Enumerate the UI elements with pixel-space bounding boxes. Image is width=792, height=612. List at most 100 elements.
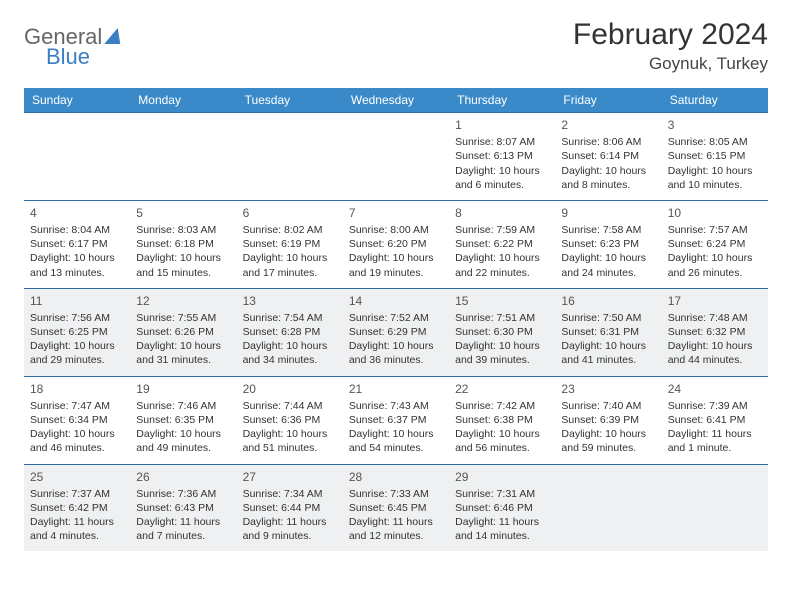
sunrise-text: Sunrise: 7:44 AM [243,399,337,413]
day-number: 14 [349,293,443,309]
daylight-text: Daylight: 11 hours and 7 minutes. [136,515,230,543]
sunset-text: Sunset: 6:17 PM [30,237,124,251]
day-number: 29 [455,469,549,485]
sunset-text: Sunset: 6:26 PM [136,325,230,339]
daylight-text: Daylight: 10 hours and 54 minutes. [349,427,443,455]
day-cell-6: 6Sunrise: 8:02 AMSunset: 6:19 PMDaylight… [237,200,343,288]
day-cell-7: 7Sunrise: 8:00 AMSunset: 6:20 PMDaylight… [343,200,449,288]
day-cell-14: 14Sunrise: 7:52 AMSunset: 6:29 PMDayligh… [343,288,449,376]
daylight-text: Daylight: 10 hours and 41 minutes. [561,339,655,367]
day-number: 28 [349,469,443,485]
sunset-text: Sunset: 6:41 PM [668,413,762,427]
sunrise-text: Sunrise: 7:34 AM [243,487,337,501]
location-label: Goynuk, Turkey [573,54,768,74]
daylight-text: Daylight: 10 hours and 13 minutes. [30,251,124,279]
sunrise-text: Sunrise: 7:48 AM [668,311,762,325]
daylight-text: Daylight: 11 hours and 12 minutes. [349,515,443,543]
day-number: 9 [561,205,655,221]
day-number: 22 [455,381,549,397]
day-number: 23 [561,381,655,397]
sunrise-text: Sunrise: 7:56 AM [30,311,124,325]
daylight-text: Daylight: 10 hours and 26 minutes. [668,251,762,279]
dow-saturday: Saturday [662,88,768,113]
sunrise-text: Sunrise: 7:36 AM [136,487,230,501]
day-cell-12: 12Sunrise: 7:55 AMSunset: 6:26 PMDayligh… [130,288,236,376]
sunrise-text: Sunrise: 7:52 AM [349,311,443,325]
daylight-text: Daylight: 10 hours and 34 minutes. [243,339,337,367]
daylight-text: Daylight: 11 hours and 14 minutes. [455,515,549,543]
daylight-text: Daylight: 10 hours and 8 minutes. [561,164,655,192]
sunset-text: Sunset: 6:30 PM [455,325,549,339]
day-cell-21: 21Sunrise: 7:43 AMSunset: 6:37 PMDayligh… [343,376,449,464]
sunset-text: Sunset: 6:35 PM [136,413,230,427]
day-number: 19 [136,381,230,397]
day-cell-25: 25Sunrise: 7:37 AMSunset: 6:42 PMDayligh… [24,464,130,551]
sunrise-text: Sunrise: 7:39 AM [668,399,762,413]
daylight-text: Daylight: 10 hours and 29 minutes. [30,339,124,367]
sunrise-text: Sunrise: 7:42 AM [455,399,549,413]
sunrise-text: Sunrise: 8:05 AM [668,135,762,149]
sunrise-text: Sunrise: 8:02 AM [243,223,337,237]
sunset-text: Sunset: 6:19 PM [243,237,337,251]
dow-wednesday: Wednesday [343,88,449,113]
sunset-text: Sunset: 6:32 PM [668,325,762,339]
daylight-text: Daylight: 10 hours and 10 minutes. [668,164,762,192]
sunset-text: Sunset: 6:38 PM [455,413,549,427]
day-cell-2: 2Sunrise: 8:06 AMSunset: 6:14 PMDaylight… [555,113,661,201]
day-number: 16 [561,293,655,309]
day-number: 20 [243,381,337,397]
day-number: 24 [668,381,762,397]
day-number: 13 [243,293,337,309]
empty-cell [24,113,130,201]
header: General February 2024 Goynuk, Turkey [24,18,768,74]
daylight-text: Daylight: 11 hours and 4 minutes. [30,515,124,543]
sunrise-text: Sunrise: 7:57 AM [668,223,762,237]
sunset-text: Sunset: 6:37 PM [349,413,443,427]
day-number: 3 [668,117,762,133]
calendar-body: 1Sunrise: 8:07 AMSunset: 6:13 PMDaylight… [24,113,768,552]
day-number: 5 [136,205,230,221]
logo-triangle-icon [105,28,124,44]
daylight-text: Daylight: 10 hours and 49 minutes. [136,427,230,455]
sunrise-text: Sunrise: 8:04 AM [30,223,124,237]
week-row: 11Sunrise: 7:56 AMSunset: 6:25 PMDayligh… [24,288,768,376]
empty-cell [343,113,449,201]
page-title: February 2024 [573,18,768,52]
day-cell-28: 28Sunrise: 7:33 AMSunset: 6:45 PMDayligh… [343,464,449,551]
daylight-text: Daylight: 10 hours and 24 minutes. [561,251,655,279]
sunset-text: Sunset: 6:15 PM [668,149,762,163]
daylight-text: Daylight: 10 hours and 59 minutes. [561,427,655,455]
sunset-text: Sunset: 6:36 PM [243,413,337,427]
title-block: February 2024 Goynuk, Turkey [573,18,768,74]
week-row: 18Sunrise: 7:47 AMSunset: 6:34 PMDayligh… [24,376,768,464]
sunset-text: Sunset: 6:25 PM [30,325,124,339]
day-cell-4: 4Sunrise: 8:04 AMSunset: 6:17 PMDaylight… [24,200,130,288]
empty-cell [662,464,768,551]
day-number: 2 [561,117,655,133]
logo-text-blue: Blue [46,44,90,69]
daylight-text: Daylight: 10 hours and 17 minutes. [243,251,337,279]
sunrise-text: Sunrise: 7:51 AM [455,311,549,325]
day-number: 12 [136,293,230,309]
day-cell-11: 11Sunrise: 7:56 AMSunset: 6:25 PMDayligh… [24,288,130,376]
sunset-text: Sunset: 6:45 PM [349,501,443,515]
sunrise-text: Sunrise: 7:40 AM [561,399,655,413]
day-cell-8: 8Sunrise: 7:59 AMSunset: 6:22 PMDaylight… [449,200,555,288]
daylight-text: Daylight: 11 hours and 1 minute. [668,427,762,455]
day-number: 10 [668,205,762,221]
sunrise-text: Sunrise: 8:03 AM [136,223,230,237]
day-cell-22: 22Sunrise: 7:42 AMSunset: 6:38 PMDayligh… [449,376,555,464]
sunrise-text: Sunrise: 7:58 AM [561,223,655,237]
sunset-text: Sunset: 6:46 PM [455,501,549,515]
daylight-text: Daylight: 10 hours and 51 minutes. [243,427,337,455]
daylight-text: Daylight: 10 hours and 6 minutes. [455,164,549,192]
day-cell-15: 15Sunrise: 7:51 AMSunset: 6:30 PMDayligh… [449,288,555,376]
day-cell-24: 24 Sunrise: 7:39 AMSunset: 6:41 PMDayligh… [662,376,768,464]
sunset-text: Sunset: 6:39 PM [561,413,655,427]
day-number: 15 [455,293,549,309]
daylight-text: Daylight: 10 hours and 31 minutes. [136,339,230,367]
sunset-text: Sunset: 6:13 PM [455,149,549,163]
week-row: 25Sunrise: 7:37 AMSunset: 6:42 PMDayligh… [24,464,768,551]
day-number: 27 [243,469,337,485]
sunset-text: Sunset: 6:43 PM [136,501,230,515]
